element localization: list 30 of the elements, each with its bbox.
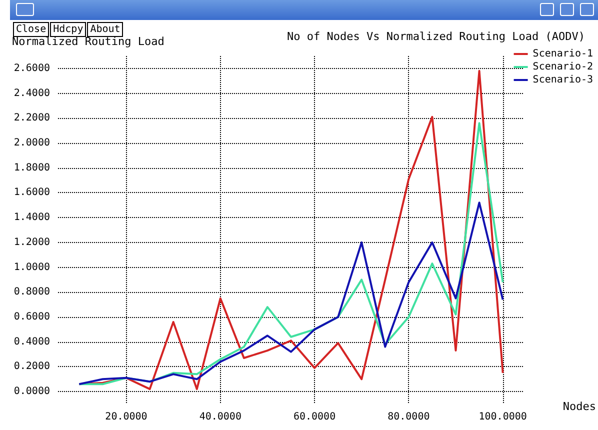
y-tick-label: 1.6000 bbox=[14, 187, 50, 198]
y-axis-title: Normalized Routing Load bbox=[12, 35, 164, 48]
legend-label: Scenario-2 bbox=[532, 62, 594, 72]
y-tick-label: 1.0000 bbox=[14, 262, 50, 273]
chart-title: No of Nodes Vs Normalized Routing Load (AODV) bbox=[286, 30, 585, 43]
y-tick-label: 1.4000 bbox=[14, 212, 50, 224]
y-tick-label: 2.4000 bbox=[14, 88, 50, 99]
line-series bbox=[78, 202, 504, 386]
y-tick-label: 0.6000 bbox=[14, 312, 50, 322]
legend-label: Scenario-3 bbox=[532, 74, 594, 86]
x-axis-title: Nodes bbox=[562, 400, 596, 413]
text: About bbox=[87, 22, 124, 37]
y-tick-label: 2.6000 bbox=[14, 62, 50, 74]
y-tick-label: 2.2000 bbox=[14, 112, 50, 124]
x-tick-label: 100.0000 bbox=[478, 412, 527, 422]
x-tick-label: 40.0000 bbox=[199, 412, 242, 422]
x-tick-label: 20.0000 bbox=[105, 412, 148, 422]
y-tick-label: 0.4000 bbox=[14, 336, 50, 348]
x-tick-label: 60.0000 bbox=[293, 412, 336, 422]
y-tick-label: 0.2000 bbox=[14, 361, 50, 372]
y-tick-label: 1.2000 bbox=[14, 236, 50, 248]
x-tick-label: 80.0000 bbox=[388, 412, 430, 422]
y-tick-label: 2.0000 bbox=[14, 138, 50, 148]
y-tick-label: 1.8000 bbox=[14, 162, 50, 174]
legend-label: Scenario-1 bbox=[532, 48, 594, 60]
text: Hdcpy bbox=[50, 22, 86, 37]
line-series bbox=[78, 122, 504, 386]
y-tick-label: 0.0000 bbox=[14, 386, 50, 398]
y-tick-label: 0.8000 bbox=[14, 286, 50, 298]
text: Close bbox=[13, 22, 50, 37]
